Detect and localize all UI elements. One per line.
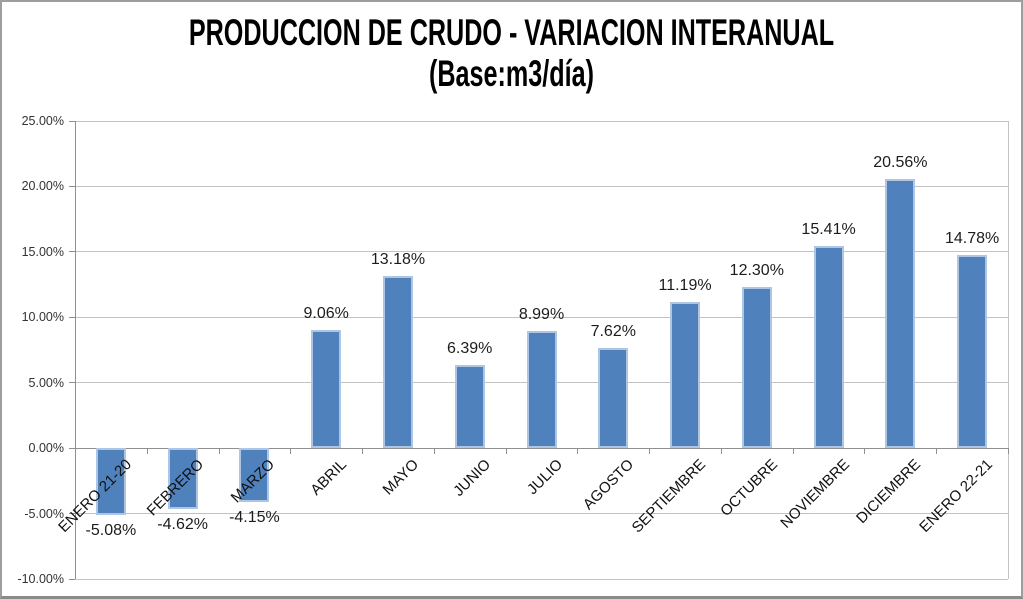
chart-title: PRODUCCION DE CRUDO - VARIACION INTERANU… (188, 12, 835, 53)
bar-data-label: 12.30% (729, 262, 784, 280)
category-axis-tick (936, 448, 938, 455)
bar (454, 364, 485, 449)
y-axis-tick-label: 25.00% (21, 114, 64, 128)
bar (813, 246, 844, 449)
bar (382, 275, 413, 449)
y-axis-tick (69, 185, 75, 187)
y-axis-tick (69, 316, 75, 318)
category-axis-tick (864, 448, 866, 455)
y-axis-tick (69, 382, 75, 384)
bar (741, 287, 772, 449)
y-gridline (75, 513, 1008, 515)
y-axis-tick (69, 251, 75, 253)
bar (167, 448, 198, 509)
y-axis-tick (69, 120, 75, 122)
y-gridline (75, 316, 1008, 318)
y-axis-tick-label: 10.00% (21, 310, 64, 325)
bar-data-label: 20.56% (873, 154, 928, 172)
y-axis-tick (69, 513, 75, 515)
bar (598, 348, 629, 449)
category-axis-tick (362, 448, 364, 455)
bar (311, 329, 342, 449)
bar (670, 301, 701, 449)
bar (885, 179, 916, 449)
bar-data-label: 8.99% (518, 305, 565, 323)
category-axis-tick (792, 448, 794, 455)
bar-data-label: 13.18% (370, 250, 426, 268)
y-axis-tick-label: 15.00% (21, 244, 64, 259)
category-axis-tick (146, 448, 148, 455)
bar-data-label: 6.39% (447, 339, 493, 357)
category-axis-tick (433, 448, 435, 455)
y-axis-tick-label: -10.00% (17, 572, 64, 586)
category-axis-tick (720, 448, 722, 455)
y-axis-tick (69, 447, 75, 449)
y-axis-tick-label: 0.00% (28, 441, 64, 456)
category-axis-tick (649, 448, 651, 455)
chart-subtitle: (Base:m3/día) (428, 53, 594, 94)
bar-data-label: 11.19% (658, 276, 712, 294)
plot-right-border (1008, 121, 1009, 579)
bar-data-label: -5.08% (85, 521, 137, 539)
category-axis-tick (1008, 448, 1009, 455)
category-axis-line (75, 447, 1008, 449)
y-gridline (75, 251, 1008, 253)
y-gridline (75, 578, 1008, 580)
chart-title-block: PRODUCCION DE CRUDO - VARIACION INTERANU… (165, 12, 858, 94)
y-axis-tick-label: -5.00% (24, 506, 64, 521)
bar (526, 330, 557, 449)
bar-data-label: 7.62% (590, 323, 636, 341)
category-axis-tick (290, 448, 292, 455)
y-axis-tick-label: 20.00% (21, 179, 64, 194)
y-axis-tick (69, 578, 75, 580)
bar (95, 448, 126, 515)
bar-data-label: 14.78% (944, 229, 1000, 247)
category-axis-tick (577, 448, 579, 455)
y-gridline (75, 185, 1008, 187)
category-axis-tick (505, 448, 507, 455)
category-axis-tick (218, 448, 220, 455)
y-gridline (75, 120, 1008, 122)
bar-data-label: 9.06% (303, 304, 349, 322)
bar (957, 254, 988, 449)
bar (239, 448, 270, 503)
value-axis-line (75, 121, 76, 579)
bar-data-label: -4.15% (229, 509, 280, 527)
y-axis-tick-label: 5.00% (28, 375, 64, 390)
bar-data-label: -4.62% (157, 515, 208, 533)
category-axis-tick (75, 448, 76, 455)
bar-data-label: 15.41% (801, 221, 856, 239)
